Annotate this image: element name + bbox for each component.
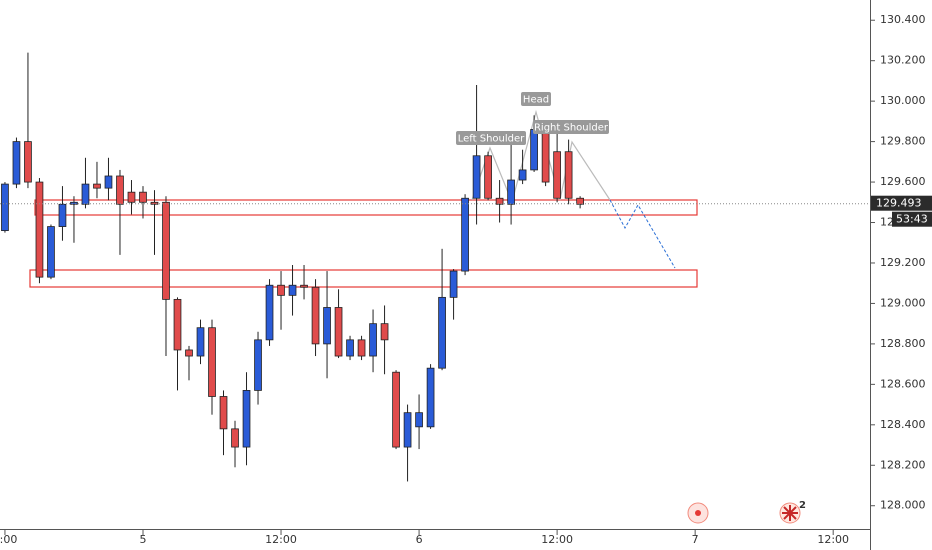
candle-body <box>127 191 136 203</box>
candle-body <box>311 286 320 345</box>
last-price-box <box>871 195 932 211</box>
y-tick-label: 128.000 <box>880 499 926 512</box>
y-tick-label: 128.600 <box>880 377 926 390</box>
annotation-box <box>456 131 526 145</box>
candle-body <box>12 141 21 185</box>
candles <box>1 52 584 482</box>
x-tick-label: 12:00 <box>541 533 573 546</box>
candle-body <box>81 183 90 205</box>
candle-body <box>288 284 297 296</box>
candle-body <box>185 349 193 357</box>
candle-body <box>162 201 170 300</box>
candle-body <box>24 141 32 183</box>
candle-body <box>35 181 44 278</box>
resistance-zone <box>34 199 698 216</box>
x-tick-label: 7 <box>692 533 699 546</box>
candle-body <box>472 155 481 199</box>
candle-body <box>415 412 423 428</box>
y-tick-label: 129.800 <box>880 135 926 148</box>
candle-body <box>564 151 573 199</box>
candle-body <box>461 197 469 272</box>
candle-body <box>1 183 9 232</box>
y-tick-label: 129.200 <box>880 256 926 269</box>
x-tick-label: 6 <box>416 533 423 546</box>
candle-body <box>208 327 216 397</box>
candle-body <box>530 129 538 171</box>
pattern-line <box>471 109 611 204</box>
candle-body <box>346 339 354 357</box>
last-price-label: 129.493 <box>876 197 922 210</box>
candle-body <box>541 129 550 183</box>
event-count: 2 <box>799 500 806 511</box>
candle-body <box>58 203 67 227</box>
projection-arrow <box>609 199 676 269</box>
candle-body <box>426 367 435 428</box>
candle-body <box>70 201 78 205</box>
y-tick-label: 128.800 <box>880 337 926 350</box>
candle-body <box>380 323 389 341</box>
candle-body <box>449 270 458 298</box>
candle-body <box>507 179 515 205</box>
x-tick-label: 12:00 <box>265 533 297 546</box>
y-tick-label: 129.000 <box>880 296 926 309</box>
candle-body <box>334 307 343 357</box>
candle-body <box>231 428 239 448</box>
candle-body <box>173 298 182 351</box>
x-tick-label: 2:00 <box>0 533 17 546</box>
countdown-label: 53:43 <box>896 213 928 226</box>
annotation-label: Right Shoulder <box>534 123 609 134</box>
candle-body <box>392 371 400 448</box>
x-tick-label: 5 <box>139 533 146 546</box>
candle-body <box>576 197 584 205</box>
y-tick-label: 128.400 <box>880 418 926 431</box>
candle-body <box>150 201 159 205</box>
candle-body <box>438 296 446 369</box>
candle-body <box>93 183 101 189</box>
annotation-box <box>521 92 551 106</box>
candle-body <box>403 412 412 448</box>
candle-body <box>47 226 55 278</box>
candle-body <box>196 327 205 357</box>
candle-body <box>553 151 561 199</box>
candle-body <box>495 197 504 205</box>
candle-body <box>357 339 366 357</box>
y-tick-label: 130.000 <box>880 94 926 107</box>
candle-body <box>369 323 377 357</box>
candle-body <box>300 284 308 288</box>
y-tick-label: 128.200 <box>880 458 926 471</box>
annotation-label: Head <box>523 95 549 106</box>
candle-body <box>484 155 492 199</box>
annotation-box <box>533 120 609 134</box>
candle-body <box>323 307 331 345</box>
y-tick-label: 130.200 <box>880 54 926 67</box>
x-tick-label: 12:00 <box>817 533 849 546</box>
candle-body <box>116 175 124 205</box>
flag-icon <box>782 505 798 521</box>
candle-body <box>219 396 228 430</box>
candle-body <box>254 339 262 391</box>
candle-body <box>139 191 147 203</box>
y-tick-label: 129.600 <box>880 175 926 188</box>
candle-body <box>518 169 527 181</box>
event-icon-dot <box>695 510 701 516</box>
candle-body <box>104 175 113 189</box>
candle-body <box>277 284 285 296</box>
y-tick-label: 130.400 <box>880 13 926 26</box>
annotation-label: Left Shoulder <box>458 134 525 145</box>
countdown-box <box>892 211 932 227</box>
candle-body <box>242 390 251 448</box>
candle-body <box>265 284 274 341</box>
support-zone <box>29 269 698 288</box>
